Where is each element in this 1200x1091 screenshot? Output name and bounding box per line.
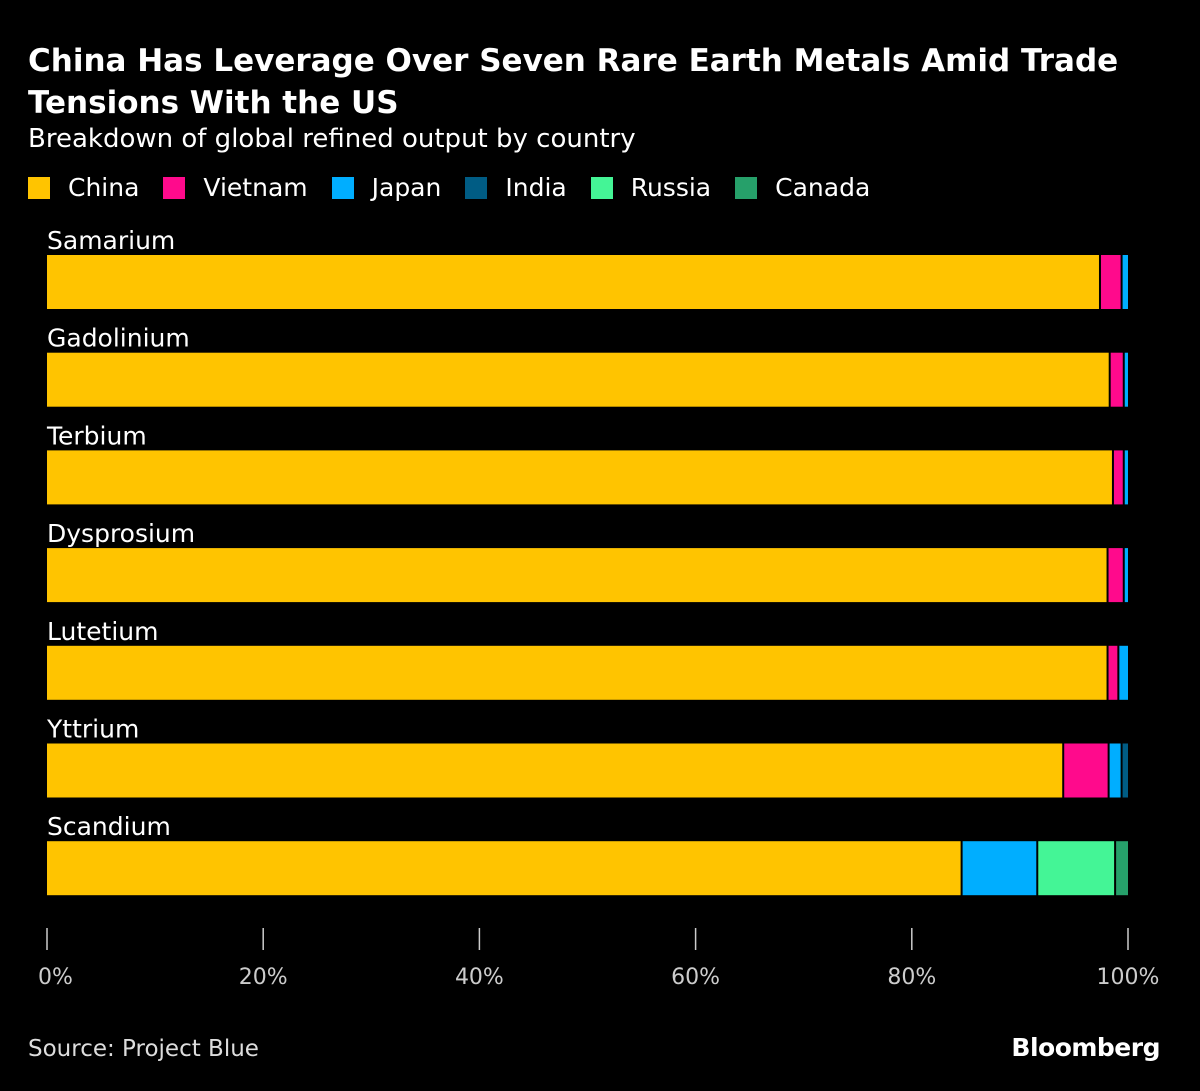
category-label: Yttrium xyxy=(46,715,139,744)
legend-item-india: India xyxy=(465,173,567,202)
category-label: Lutetium xyxy=(47,617,158,646)
legend-item-russia: Russia xyxy=(590,173,712,202)
legend-swatch xyxy=(465,176,488,199)
bar-yttrium-india xyxy=(1122,743,1128,798)
bar-gadolinium-vietnam xyxy=(1110,352,1123,407)
bar-dysprosium-vietnam xyxy=(1108,548,1123,603)
bar-dysprosium-china xyxy=(47,548,1107,603)
x-tick-label: 40% xyxy=(455,965,504,990)
bar-scandium-canada xyxy=(1116,841,1128,896)
legend-label: Russia xyxy=(630,173,712,202)
x-tick-label: 80% xyxy=(887,965,936,990)
bar-samarium-vietnam xyxy=(1100,255,1121,309)
source-note: Source: Project Blue xyxy=(28,1036,259,1062)
category-label: Scandium xyxy=(47,812,171,841)
bloomberg-logo: Bloomberg xyxy=(1011,1033,1160,1062)
category-label: Gadolinium xyxy=(47,324,190,353)
bar-samarium-japan xyxy=(1122,255,1128,309)
legend-label: Japan xyxy=(371,173,442,202)
bar-samarium-china xyxy=(47,255,1099,309)
bar-terbium-japan xyxy=(1124,450,1128,505)
bar-scandium-japan xyxy=(962,841,1037,896)
legend-swatch xyxy=(163,176,186,199)
chart-title: China Has Leverage Over Seven Rare Earth… xyxy=(28,43,1119,121)
x-tick-label: 20% xyxy=(239,965,288,990)
legend-label: China xyxy=(68,173,140,202)
legend-label: Vietnam xyxy=(203,173,308,202)
bar-scandium-russia xyxy=(1038,841,1115,896)
bar-yttrium-vietnam xyxy=(1064,743,1108,798)
legend-item-vietnam: Vietnam xyxy=(163,173,308,202)
bar-terbium-vietnam xyxy=(1113,450,1123,505)
legend-label: India xyxy=(505,173,567,202)
bar-lutetium-vietnam xyxy=(1108,645,1118,700)
legend-swatch xyxy=(590,176,613,199)
legend-item-japan: Japan xyxy=(331,173,442,202)
legend-item-canada: Canada xyxy=(735,173,870,202)
legend-swatch xyxy=(735,176,758,199)
x-tick-label: 60% xyxy=(671,965,720,990)
bar-yttrium-china xyxy=(47,743,1063,798)
legend-swatch xyxy=(331,176,354,199)
bar-yttrium-japan xyxy=(1109,743,1121,798)
chart-subtitle: Breakdown of global refined output by co… xyxy=(28,124,636,154)
legend-label: Canada xyxy=(775,173,871,202)
category-label: Terbium xyxy=(46,421,147,450)
x-tick-label: 100% xyxy=(1097,965,1160,990)
bar-gadolinium-china xyxy=(47,352,1109,407)
bar-gadolinium-japan xyxy=(1124,352,1128,407)
legend: China Vietnam Japan India Russia Canada xyxy=(28,173,894,202)
bar-lutetium-china xyxy=(47,645,1107,700)
x-tick-label: 0% xyxy=(38,965,73,990)
bar-dysprosium-japan xyxy=(1124,548,1128,603)
bar-lutetium-japan xyxy=(1119,645,1128,700)
legend-swatch xyxy=(28,176,50,199)
category-label: Samarium xyxy=(47,226,175,255)
category-label: Dysprosium xyxy=(47,519,195,548)
legend-item-china: China xyxy=(28,173,139,202)
bar-terbium-china xyxy=(47,450,1112,505)
bar-scandium-china xyxy=(47,841,961,896)
